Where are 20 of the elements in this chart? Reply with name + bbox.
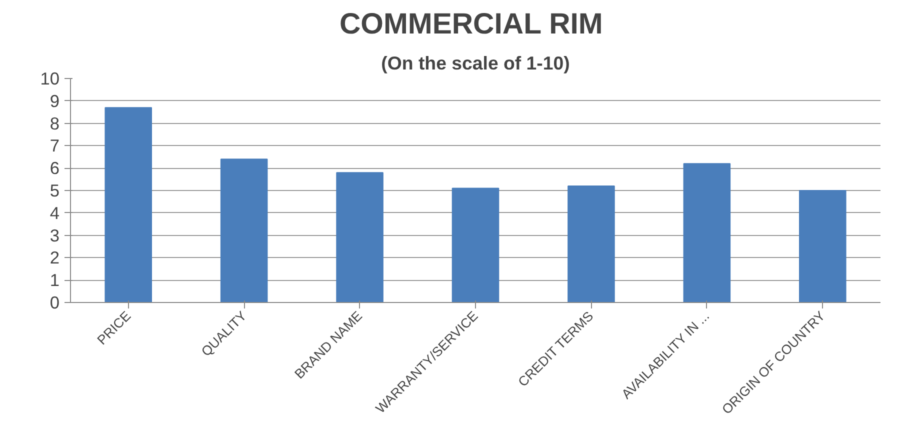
bar	[683, 163, 731, 302]
y-tick-label: 0	[50, 292, 60, 312]
y-tick-label: 6	[50, 158, 60, 178]
bar	[452, 188, 500, 302]
bar	[104, 107, 152, 302]
chart-subtitle: (On the scale of 1-10)	[381, 52, 570, 74]
y-tick-label: 3	[50, 225, 60, 246]
bar	[568, 186, 615, 302]
y-tick-label: 4	[50, 202, 60, 223]
y-tick-label: 7	[50, 136, 60, 156]
bar	[220, 158, 268, 302]
bar	[799, 190, 846, 302]
y-tick-label: 1	[50, 270, 60, 290]
y-tick-label: 9	[50, 90, 60, 111]
y-tick-label: 2	[50, 248, 60, 268]
y-tick-label: 10	[40, 68, 60, 88]
chart-title: COMMERCIAL RIM	[339, 8, 603, 40]
y-tick-label: 8	[50, 113, 60, 134]
bar	[336, 172, 384, 302]
y-tick-label: 5	[50, 180, 60, 200]
